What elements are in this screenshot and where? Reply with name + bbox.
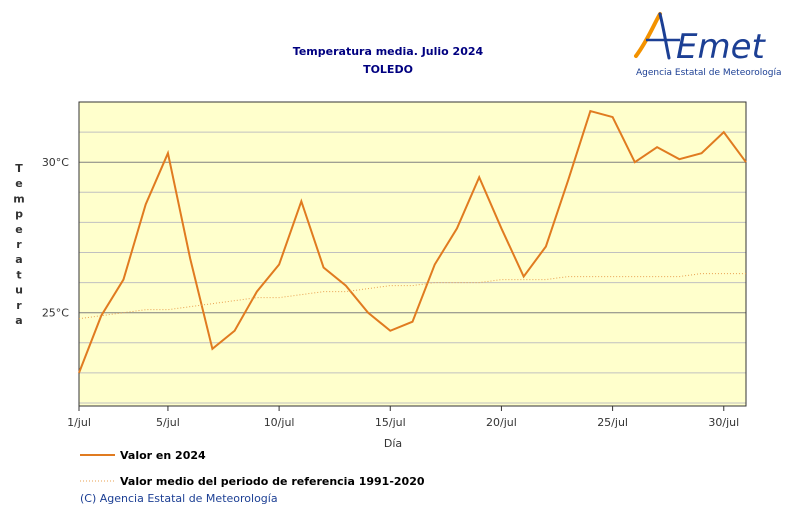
logo-subtitle: Agencia Estatal de Meteorología bbox=[636, 68, 782, 78]
series-line-reference bbox=[78, 273, 746, 320]
x-axis-label: Día bbox=[384, 437, 402, 450]
y-axis-label-letter: m bbox=[13, 192, 24, 205]
x-tick-label: 5/jul bbox=[156, 416, 180, 429]
x-tick-label: 1/jul bbox=[67, 416, 91, 429]
y-axis-label-letter: p bbox=[15, 208, 23, 221]
logo-swoosh-blue bbox=[658, 12, 671, 60]
x-tick-label: 30/jul bbox=[708, 416, 739, 429]
x-tick-label: 10/jul bbox=[264, 416, 295, 429]
x-tick-label: 25/jul bbox=[597, 416, 628, 429]
x-tick-label: 15/jul bbox=[375, 416, 406, 429]
aemet-logo: Emet Agencia Estatal de Meteorología bbox=[634, 12, 782, 78]
y-axis-label-letter: a bbox=[15, 253, 22, 266]
x-tick-label: 20/jul bbox=[486, 416, 517, 429]
y-axis-label-letter: e bbox=[15, 223, 22, 236]
x-axis-ticks: 1/jul 5/jul 10/jul 15/jul 20/jul 25/jul 30/jul bbox=[67, 406, 739, 429]
series-line-2024 bbox=[78, 109, 747, 374]
logo-letters: Emet bbox=[676, 27, 767, 67]
legend-label-reference: Valor medio del periodo de referencia 19… bbox=[120, 475, 425, 488]
y-axis-label-letter: t bbox=[16, 268, 21, 281]
legend: Valor en 2024 Valor medio del periodo de… bbox=[80, 449, 425, 488]
y-axis-label-letter: a bbox=[15, 314, 22, 327]
copyright-text: (C) Agencia Estatal de Meteorología bbox=[80, 492, 278, 505]
y-axis-label-letter: r bbox=[16, 238, 22, 251]
legend-label-2024: Valor en 2024 bbox=[120, 449, 206, 462]
y-axis-label-letter: e bbox=[15, 177, 22, 190]
chart-title: Temperatura media. Julio 2024 bbox=[293, 45, 484, 58]
series-layer bbox=[78, 109, 747, 374]
y-tick-label: 25°C bbox=[42, 307, 69, 320]
y-axis-ticks: 25°C 30°C bbox=[42, 156, 69, 319]
plot-frame bbox=[78, 101, 747, 407]
y-axis-label-letter: T bbox=[15, 162, 23, 175]
chart-subtitle: TOLEDO bbox=[363, 63, 413, 76]
plot-background bbox=[79, 102, 746, 406]
logo-swoosh-orange bbox=[634, 12, 662, 58]
y-axis-label: Temperatura bbox=[13, 162, 24, 327]
y-axis-label-letter: u bbox=[15, 284, 23, 297]
y-axis-label-letter: r bbox=[16, 299, 22, 312]
y-tick-label: 30°C bbox=[42, 156, 69, 169]
